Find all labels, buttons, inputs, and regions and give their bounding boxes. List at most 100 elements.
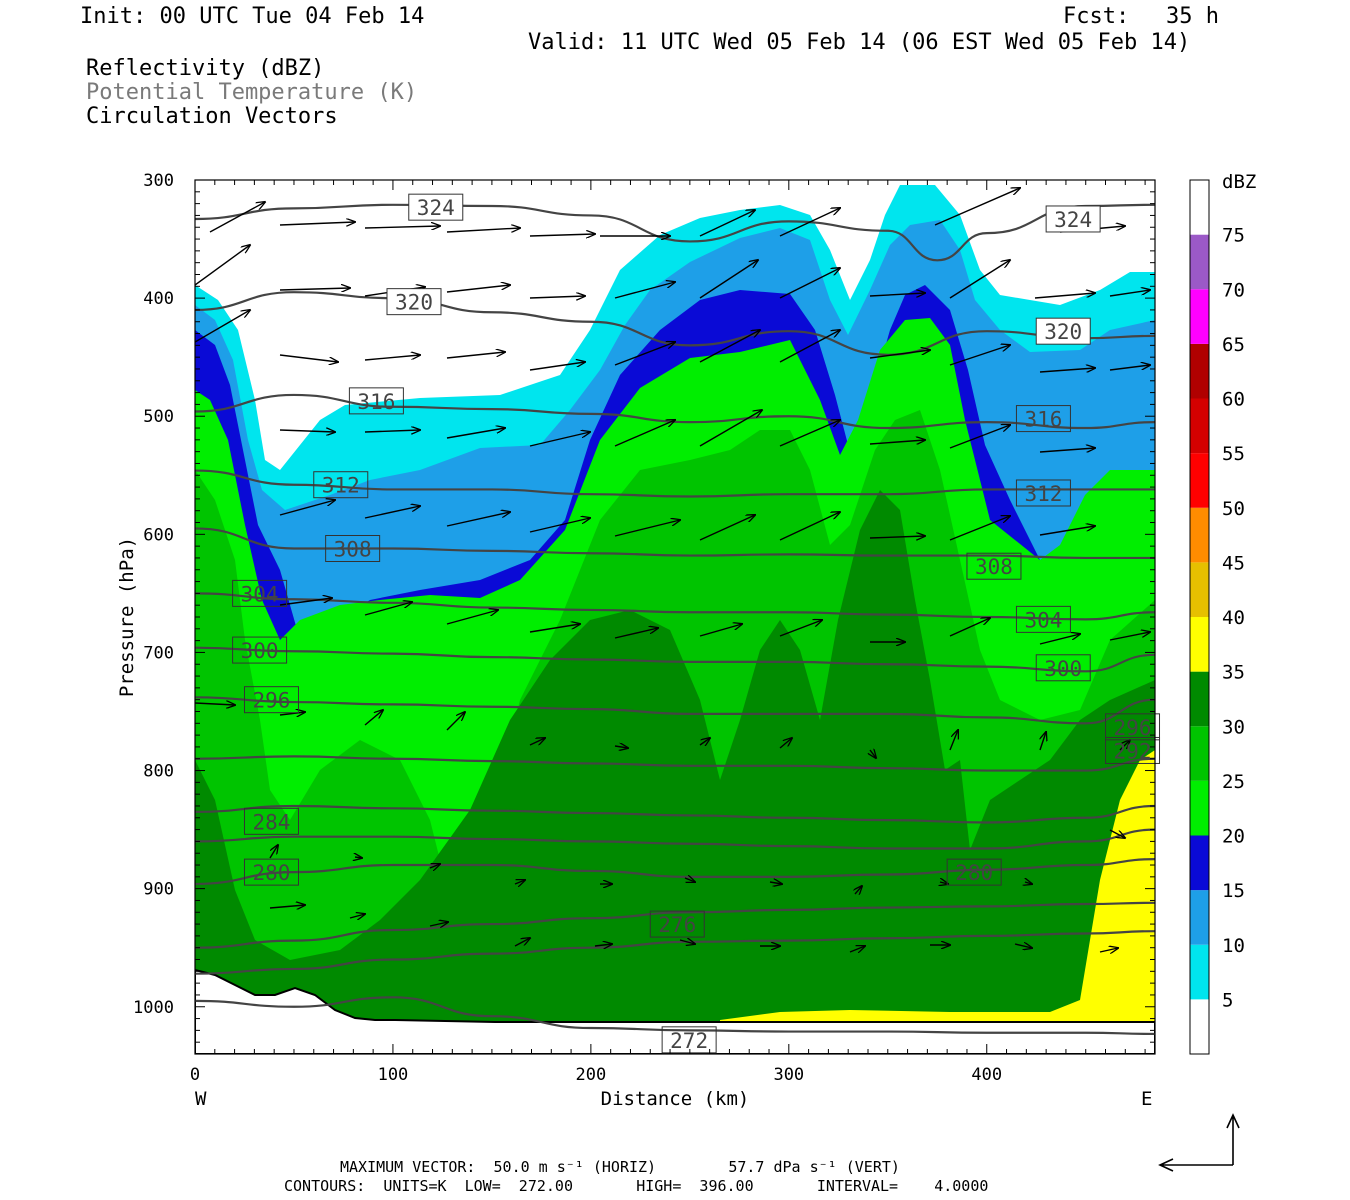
contour-label: 272 [670, 1029, 708, 1053]
circulation-vector [934, 188, 1020, 226]
circulation-vector [529, 624, 580, 633]
contour-label-box [649, 910, 705, 938]
circulation-vector [349, 914, 365, 918]
contour-label: 324 [417, 196, 455, 220]
theta-contour-line [195, 393, 1155, 430]
circulation-vector [614, 282, 675, 299]
circulation-vector [269, 845, 278, 859]
circulation-vector [529, 234, 595, 236]
circulation-vector [446, 285, 510, 293]
circulation-vector [1109, 632, 1150, 641]
contour-label: 300 [1044, 657, 1082, 681]
theta-contours [195, 203, 1155, 1036]
circulation-vector [514, 938, 530, 947]
circulation-vector [849, 946, 865, 952]
colorbar-level-label: 55 [1222, 443, 1245, 465]
colorbar-level-label: 75 [1222, 225, 1245, 247]
west-label: W [195, 1088, 207, 1110]
colorbar-level-label: 35 [1222, 662, 1245, 684]
theta-contour-line [195, 696, 1155, 725]
circulation-vector [1039, 634, 1080, 645]
contour-label: 296 [253, 689, 291, 713]
y-tick-label: 1000 [133, 998, 174, 1018]
circulation-vector [446, 512, 510, 527]
circulation-vector [279, 598, 332, 606]
colorbar-frame [1189, 179, 1210, 1055]
circulation-vector [364, 355, 420, 361]
circulation-vector [949, 260, 1010, 299]
circulation-vector [869, 350, 930, 359]
contour-label-box [1015, 605, 1071, 633]
contour-label-box [243, 807, 299, 835]
y-tick-label: 500 [143, 407, 174, 427]
circulation-vector [446, 610, 498, 625]
circulation-vector [279, 500, 335, 516]
colorbar-level-label: 45 [1222, 552, 1245, 574]
contour-label: 276 [658, 913, 696, 937]
theta-contour-line [195, 828, 1155, 850]
circulation-vector [364, 430, 420, 432]
contour-label-box [243, 686, 299, 714]
contour-label-box [348, 387, 404, 415]
circulation-vector [699, 624, 742, 637]
circulation-vector [699, 410, 762, 447]
colorbar-swatch [1190, 234, 1209, 290]
circulation-vector [614, 420, 675, 447]
circulation-vector [1039, 448, 1095, 453]
circulation-vector [779, 620, 822, 637]
colorbar-level-label: 15 [1222, 880, 1245, 902]
contour-label: 280 [955, 861, 993, 885]
circulation-vector [364, 506, 420, 519]
circulation-vector [429, 864, 440, 868]
circulation-vector [594, 944, 612, 946]
circulation-vector [1099, 948, 1118, 952]
circulation-vector [869, 536, 925, 538]
field-reflectivity: Reflectivity (dBZ) [86, 56, 325, 81]
valid-time: Valid: 11 UTC Wed 05 Feb 14 (06 EST Wed … [528, 30, 1191, 55]
circulation-vector [429, 922, 448, 926]
contour-label-box [1015, 405, 1071, 433]
contour-label: 308 [975, 555, 1013, 579]
circulation-vector [869, 440, 925, 445]
circulation-vector [779, 420, 840, 447]
circulation-vector [949, 730, 958, 751]
theta-contour-line [195, 469, 1155, 498]
theta-contour-line [195, 527, 1155, 560]
circulation-vector [699, 330, 760, 363]
contour-label: 280 [253, 861, 291, 885]
theta-contour-line [195, 901, 1155, 949]
circulation-vector [855, 886, 862, 894]
colorbar-level-label: 50 [1222, 498, 1245, 520]
reflectivity-30dbz [195, 490, 1155, 1054]
contour-label: 300 [241, 639, 279, 663]
contour-label: 320 [395, 291, 433, 315]
circulation-vector [195, 703, 235, 705]
circulation-vector [1119, 740, 1130, 751]
y-tick-label: 300 [143, 171, 174, 191]
circulation-vector [949, 345, 1010, 366]
circulation-vector [769, 882, 782, 884]
circulation-vector [446, 228, 520, 233]
contour-label-box [1015, 479, 1071, 507]
theta-contour-line [195, 646, 1155, 673]
contour-label: 316 [357, 390, 395, 414]
contour-info-note: CONTOURS: UNITS=K LOW= 272.00 HIGH= 396.… [284, 1177, 989, 1195]
colorbar-level-label: 40 [1222, 607, 1245, 629]
circulation-vector [209, 202, 265, 233]
circulation-vector [699, 738, 710, 745]
y-tick-label: 800 [143, 762, 174, 782]
circulation-vector [870, 750, 876, 758]
contour-label-box [1105, 713, 1161, 741]
contour-label: 312 [1024, 482, 1062, 506]
circulation-vector [1034, 293, 1095, 299]
circulation-vector [614, 628, 658, 639]
circulation-vector [279, 288, 350, 290]
circulation-vector [1025, 882, 1032, 884]
circulation-vector [529, 296, 585, 298]
contour-label: 312 [322, 474, 360, 498]
circulation-vector [446, 428, 505, 439]
circulation-vector [279, 712, 305, 715]
contour-label-box [232, 636, 288, 664]
circulation-vector [446, 352, 505, 359]
circulation-vector [779, 208, 840, 237]
